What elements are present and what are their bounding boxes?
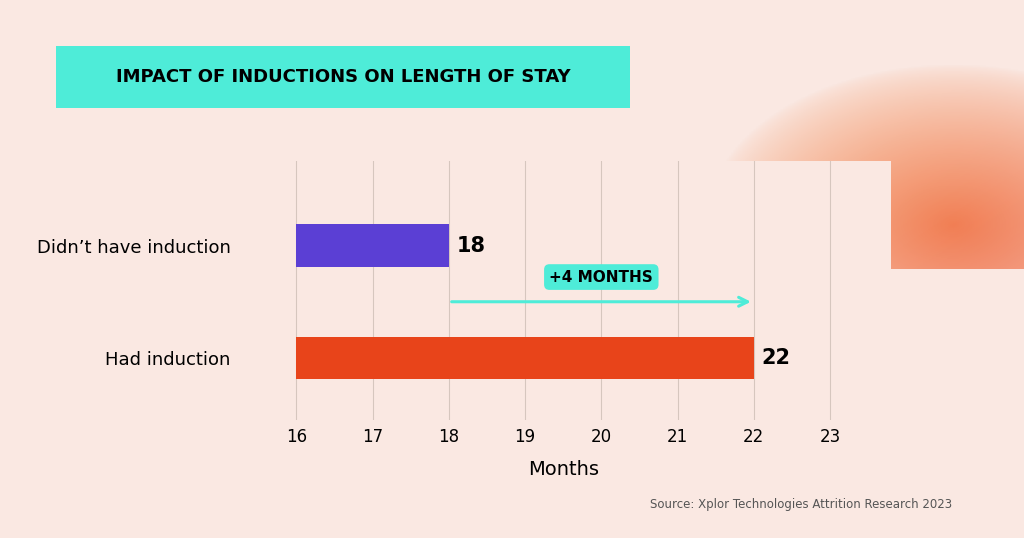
Text: Source: Xplor Technologies Attrition Research 2023: Source: Xplor Technologies Attrition Res… xyxy=(650,498,952,511)
FancyBboxPatch shape xyxy=(15,8,988,530)
Bar xyxy=(297,224,449,267)
X-axis label: Months: Months xyxy=(527,460,599,479)
Text: IMPACT OF INDUCTIONS ON LENGTH OF STAY: IMPACT OF INDUCTIONS ON LENGTH OF STAY xyxy=(116,68,570,86)
Text: +4 MONTHS: +4 MONTHS xyxy=(550,270,653,285)
Text: 22: 22 xyxy=(761,348,791,368)
Bar xyxy=(297,337,754,379)
Text: 18: 18 xyxy=(457,236,485,256)
FancyBboxPatch shape xyxy=(22,42,665,111)
